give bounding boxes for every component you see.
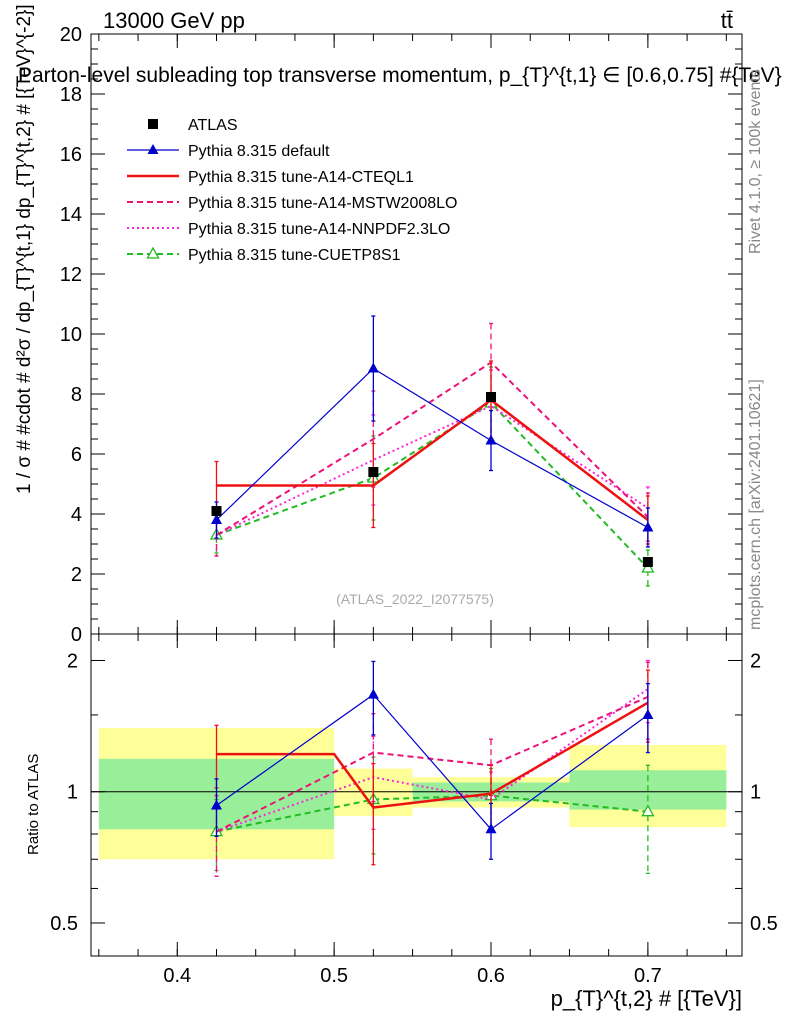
y-tick-label: 14 [60, 204, 82, 226]
analysis-watermark: (ATLAS_2022_I2077575) [336, 591, 494, 607]
legend-label-nnpdf: Pythia 8.315 tune-A14-NNPDF2.3LO [188, 221, 450, 238]
series-line-mstw [215, 361, 649, 536]
legend-label-data: ATLAS [188, 117, 238, 134]
ratio-plot-frame [90, 633, 743, 957]
legend: ATLAS Pythia 8.315 default Pythia 8.315 tu… [127, 117, 457, 264]
x-tick-label: 0.5 [320, 965, 348, 987]
y-tick-label: 12 [60, 264, 82, 286]
atlas-data-point [486, 392, 497, 402]
x-tick-label: 0.4 [163, 965, 191, 987]
marker-default [485, 823, 497, 834]
x-axis-title: p_{T}^{t,2} # [{TeV}] [551, 986, 742, 1011]
marker-cuetp [641, 804, 655, 817]
atlas-data-point [368, 467, 379, 477]
ratio-tick-label-right: 1 [750, 782, 761, 804]
legend-marker-default [147, 144, 159, 154]
series-line-default [216, 693, 649, 831]
y-tick-label: 4 [71, 504, 82, 526]
legend-label-mstw: Pythia 8.315 tune-A14-MSTW2008LO [188, 195, 457, 212]
ratio-tick-label: 1 [67, 782, 78, 804]
legend-label-default: Pythia 8.315 default [188, 143, 330, 160]
y-tick-label: 20 [60, 24, 82, 46]
legend-label-cuetp: Pythia 8.315 tune-CUETP8S1 [188, 247, 401, 264]
legend-label-cteql1: Pythia 8.315 tune-A14-CTEQL1 [188, 169, 414, 186]
process-label: tt̄ [721, 8, 733, 33]
x-tick-label: 0.7 [634, 965, 662, 987]
legend-marker-data [148, 119, 158, 129]
y-tick-label: 8 [71, 384, 82, 406]
ratio-plot-series [209, 659, 655, 877]
atlas-data-point [642, 557, 653, 567]
ratio-tick-label: 0.5 [50, 913, 78, 935]
marker-default [642, 708, 654, 719]
y-tick-label: 2 [71, 564, 82, 586]
ratio-tick-label-right: 0.5 [750, 913, 778, 935]
marker-default [485, 434, 497, 445]
marker-default [367, 362, 379, 373]
series-line-cuetp [216, 401, 649, 569]
series-line-cteql1 [216, 398, 649, 521]
plot-title: Parton-level subleading top transverse m… [18, 64, 782, 87]
series-line-nnpdf [216, 688, 649, 833]
series-line-mstw [216, 695, 649, 833]
ratio-y-axis-title: Ratio to ATLAS [25, 754, 42, 855]
y-tick-label: 0 [71, 624, 82, 646]
y-tick-label: 6 [71, 444, 82, 466]
marker-default [367, 688, 379, 699]
marker-default [210, 514, 222, 524]
ratio-tick-label-right: 2 [750, 650, 761, 672]
ratio-tick-label: 2 [67, 650, 78, 672]
y-tick-label: 10 [60, 324, 82, 346]
y-tick-label: 18 [60, 84, 82, 106]
x-tick-label: 0.6 [477, 965, 505, 987]
atlas-data-point [211, 506, 222, 516]
energy-label: 13000 GeV pp [103, 8, 245, 33]
y-tick-label: 16 [60, 144, 82, 166]
mcplots-label: mcplots.cern.ch [arXiv:2401.10621] [747, 379, 764, 630]
axis-ticks [91, 33, 742, 956]
main-plot-series [209, 315, 655, 587]
marker-default [210, 799, 222, 810]
series-line-cuetp [216, 794, 648, 833]
rivet-label: Rivet 4.1.0, ≥ 100k events [747, 69, 764, 254]
series-line-default [216, 367, 649, 529]
main-y-axis-title: 1 / σ # #cdot # d²σ / dp_{T}^{t,1} dp_{T… [14, 4, 35, 494]
legend-marker-cuetp [146, 246, 160, 259]
series-line-nnpdf [216, 404, 649, 536]
marker-default [642, 521, 654, 532]
ratio-uncertainty-bands [98, 728, 727, 860]
